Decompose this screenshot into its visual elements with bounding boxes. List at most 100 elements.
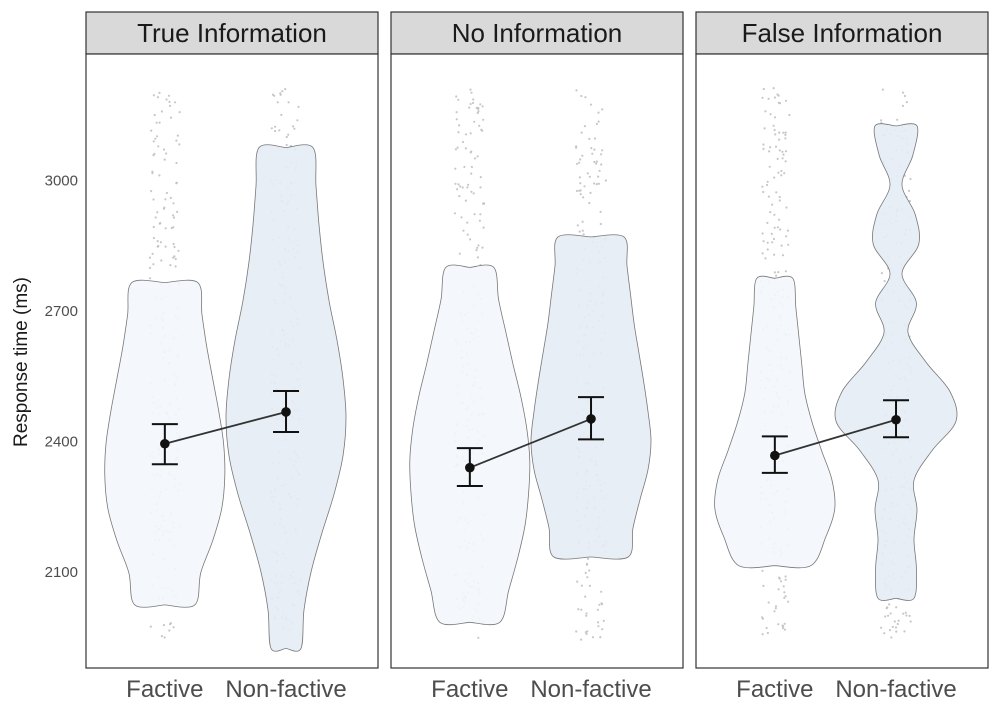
mean-point [465, 462, 475, 473]
data-point [178, 111, 181, 114]
data-point [287, 101, 290, 104]
data-point [579, 193, 582, 196]
x-tick-label: Factive [431, 676, 508, 703]
data-point [479, 213, 482, 216]
data-point [455, 111, 458, 114]
data-point [909, 620, 912, 623]
data-point [575, 189, 579, 192]
data-point [167, 94, 171, 97]
data-point [897, 619, 900, 622]
data-point [901, 91, 905, 94]
data-point [163, 206, 166, 209]
data-point [773, 128, 776, 132]
data-point [891, 625, 894, 629]
data-point [164, 227, 167, 230]
data-point [454, 167, 457, 170]
data-point [599, 222, 602, 226]
data-point [769, 211, 772, 214]
data-point [775, 191, 778, 194]
data-point [894, 626, 898, 629]
data-point [782, 585, 785, 588]
data-point [907, 189, 911, 192]
data-point [778, 195, 781, 199]
data-point [152, 198, 155, 201]
data-point [585, 632, 588, 636]
data-point [481, 129, 484, 132]
data-point [169, 264, 172, 267]
data-point [780, 169, 783, 173]
data-point [881, 88, 885, 91]
facet-strip [695, 11, 989, 55]
data-point [469, 102, 472, 106]
data-point [580, 608, 583, 611]
data-point [578, 176, 582, 179]
data-point [781, 254, 785, 257]
data-point [457, 183, 460, 186]
data-point [471, 101, 475, 105]
data-point [285, 143, 288, 147]
data-point [175, 181, 178, 184]
data-point [589, 103, 593, 106]
data-point [783, 628, 787, 631]
data-point [271, 93, 275, 96]
mean-point [160, 438, 170, 449]
data-point [778, 131, 781, 134]
data-point [165, 152, 168, 155]
data-point [174, 101, 177, 104]
data-point [784, 133, 787, 136]
data-point [597, 621, 600, 624]
data-point [578, 189, 581, 192]
data-point [576, 580, 579, 583]
data-point [461, 186, 464, 189]
data-point [584, 571, 587, 575]
data-point [169, 196, 172, 199]
data-point [458, 124, 461, 127]
data-point [150, 190, 153, 193]
data-point [158, 91, 161, 94]
data-point [278, 129, 281, 132]
data-point [766, 221, 769, 224]
data-point [771, 241, 774, 244]
data-point [153, 152, 156, 155]
data-point [599, 210, 602, 213]
data-point [156, 245, 159, 248]
data-point [296, 119, 299, 122]
data-point [159, 241, 162, 244]
data-point [165, 98, 168, 101]
data-point [773, 96, 777, 99]
data-point [601, 149, 604, 152]
data-point [591, 152, 594, 155]
data-point [903, 94, 907, 98]
data-point [454, 148, 457, 151]
data-point [473, 213, 476, 216]
data-point [604, 179, 608, 182]
data-point [773, 176, 776, 179]
data-point [482, 118, 485, 121]
data-point [576, 224, 579, 227]
data-point [593, 148, 596, 151]
data-point [157, 145, 160, 148]
data-point [580, 131, 583, 134]
data-point [880, 272, 884, 275]
x-tick-label: Factive [736, 676, 813, 703]
data-point [880, 626, 883, 629]
data-point [152, 140, 155, 143]
mean-point [586, 414, 596, 424]
data-point [596, 608, 600, 611]
data-point [595, 122, 599, 126]
data-point [472, 192, 475, 195]
data-point [575, 630, 578, 633]
data-point [765, 183, 769, 187]
data-point [149, 625, 152, 628]
data-point [783, 172, 786, 175]
mean-connector [164, 411, 287, 445]
x-tick-label: Non-factive [835, 676, 956, 703]
data-point [909, 177, 912, 181]
data-point [580, 638, 583, 641]
data-point [902, 612, 905, 615]
data-point [781, 157, 784, 160]
data-point [780, 174, 783, 177]
data-point [761, 96, 764, 99]
data-point [770, 232, 773, 235]
